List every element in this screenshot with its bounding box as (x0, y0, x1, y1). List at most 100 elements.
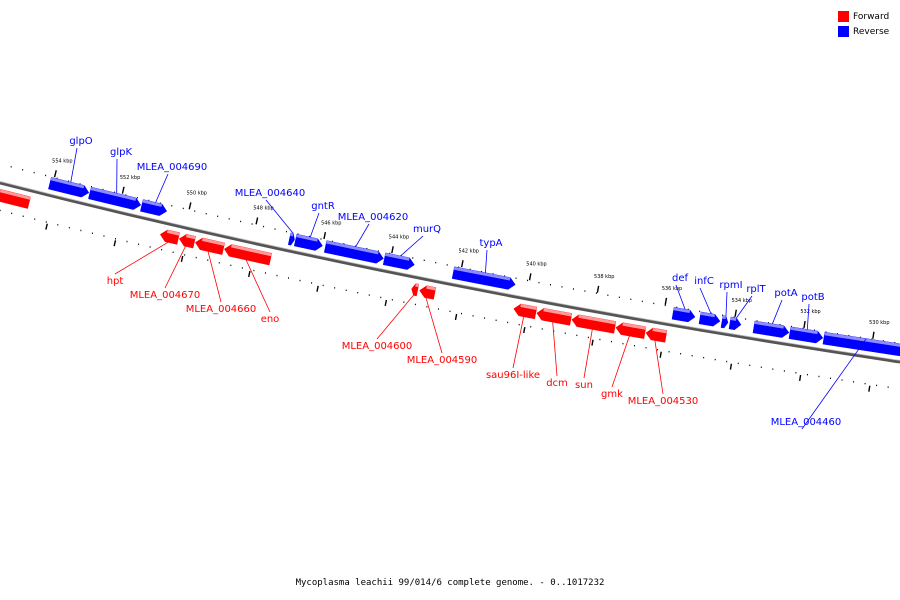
scale-dot (149, 246, 151, 248)
scale-dot (768, 322, 770, 324)
gene-shade (673, 307, 691, 314)
scale-dot (610, 340, 612, 343)
scale-dot (645, 347, 647, 349)
scale-dot (148, 199, 150, 202)
reverse-swatch (838, 26, 849, 37)
gene-leader (70, 147, 78, 183)
gene-glpK (88, 186, 142, 210)
gene-leader (376, 295, 414, 340)
major-tick (803, 320, 806, 329)
gene-label: potA (774, 288, 797, 299)
scale-dot (207, 259, 209, 261)
scale-dot (172, 251, 174, 254)
scale-dot (871, 338, 873, 340)
scale-dot (414, 303, 416, 306)
gene-shade (296, 234, 318, 242)
scale-dot (653, 302, 655, 305)
scale-dot (449, 310, 451, 313)
gene-shade (622, 322, 646, 330)
scale-dot (481, 270, 483, 273)
major-tick (798, 374, 802, 382)
legend-reverse-label: Reverse (853, 26, 890, 37)
gene-leader (400, 235, 424, 257)
scale-dot (859, 336, 861, 339)
gene-MLEA_004660 (194, 237, 225, 255)
scale-dot (113, 191, 115, 193)
gene-shade (700, 311, 715, 318)
gene-hpt (159, 229, 180, 245)
gene-leader (355, 223, 370, 247)
major-tick (121, 186, 125, 194)
scale-dot (492, 273, 494, 275)
gene-arrow (287, 232, 295, 246)
scale-dot (437, 308, 439, 310)
major-tick (591, 339, 594, 346)
gene-label: gmk (601, 389, 623, 400)
gene-leader (583, 329, 593, 379)
gene-MLEA_004590 (419, 285, 437, 300)
scale-dot (676, 306, 678, 309)
major-tick (53, 170, 57, 178)
gene-def (671, 307, 696, 323)
scale-dot (103, 235, 105, 237)
scale-dot (829, 377, 831, 379)
gene-leader (675, 284, 686, 310)
scale-dot (68, 180, 70, 182)
forward-swatch (838, 11, 849, 22)
scale-dot (57, 224, 59, 226)
scale-dot (749, 364, 751, 367)
scale-dot (253, 269, 255, 272)
scale-dot (599, 338, 601, 341)
scale-dot (126, 240, 128, 243)
gene-label: MLEA_004690 (137, 162, 208, 173)
scale-dot (630, 298, 632, 301)
gene-shade (290, 232, 294, 237)
scale-dot (703, 356, 705, 359)
scale-dot (205, 213, 207, 215)
scale-label: 552 kbp (120, 175, 140, 181)
gene-label: murQ (413, 224, 441, 235)
gene-label: def (672, 273, 689, 284)
scale-dot (795, 372, 797, 374)
scale-dot (251, 223, 253, 225)
scale-dot (368, 294, 370, 296)
scale-dot (760, 366, 762, 368)
gene-label: typA (479, 238, 502, 249)
scale-dot (538, 281, 540, 284)
scale-dot (458, 266, 460, 268)
gene-shade (754, 320, 784, 329)
gene-leader (245, 259, 271, 313)
scale-dot (435, 261, 437, 264)
major-tick (872, 331, 875, 339)
gene-label: glpK (110, 147, 132, 158)
gene-layer (0, 177, 900, 357)
scale-dot (320, 238, 322, 240)
scale-dot (472, 315, 474, 317)
scale-dot (161, 248, 163, 251)
scale-dot (217, 215, 219, 218)
gene-shade (166, 229, 180, 236)
gene-gmk (615, 322, 647, 339)
gene-label: MLEA_004460 (771, 417, 842, 428)
scale-dot (182, 207, 184, 210)
scale-dot (343, 243, 345, 245)
gene-potB (788, 326, 824, 344)
gene-shade (385, 252, 410, 261)
scale-dot (446, 264, 448, 266)
gene-leader (114, 241, 169, 275)
major-tick (734, 309, 737, 317)
scale-dot (722, 314, 724, 316)
scale-dot (595, 292, 597, 294)
scale-dot (345, 289, 347, 291)
scale-dot (90, 186, 92, 188)
gene-shade (652, 328, 667, 334)
scale-label: 542 kbp (459, 248, 479, 254)
scale-dot (79, 183, 81, 185)
gene-label: MLEA_004530 (628, 396, 699, 407)
gene-label: MLEA_004640 (235, 188, 306, 199)
scale-dot (45, 174, 47, 177)
scale-dot (297, 233, 299, 235)
scale-dot (10, 166, 12, 168)
gene-label: infC (694, 276, 714, 287)
